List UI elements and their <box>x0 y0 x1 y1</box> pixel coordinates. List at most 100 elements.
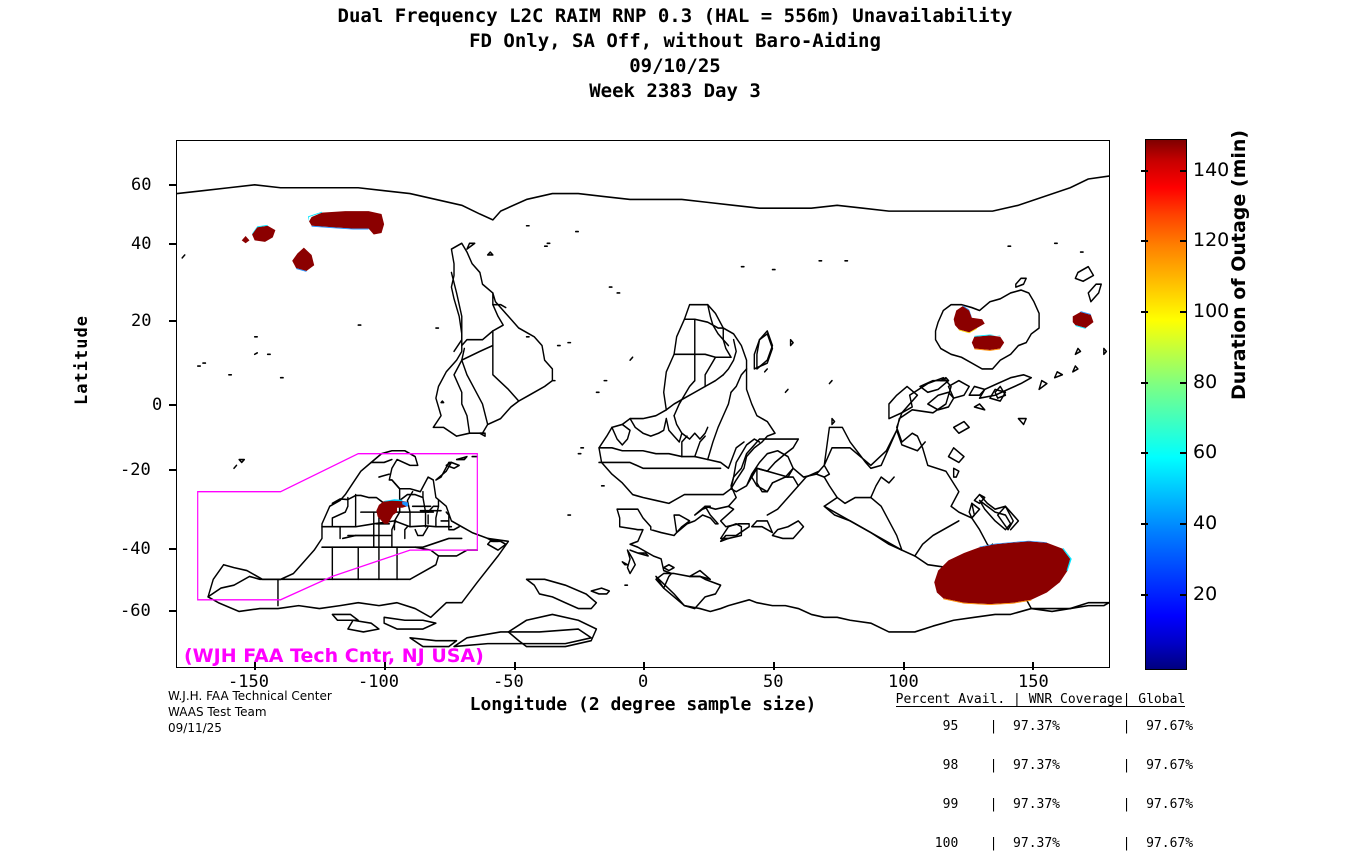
outage-edge-australia-north-top <box>974 348 1001 351</box>
stats-table: Percent Avail. | WNR Coverage| Global 95… <box>880 680 1193 863</box>
x-tick-150 <box>1032 662 1034 670</box>
x-tick-label-m150: -150 <box>228 672 269 692</box>
x-tick-label-150: 150 <box>1018 672 1049 692</box>
colorbar-tick-40 <box>1141 523 1148 525</box>
x-tick-label-m100: -100 <box>358 672 399 692</box>
y-tick-m20 <box>169 469 177 471</box>
outage-edge-so-left <box>307 211 322 222</box>
y-tick-label-60: 60 <box>131 175 152 195</box>
title-line-4: Week 2383 Day 3 <box>589 80 761 102</box>
credits-line-1: W.J.H. FAA Technical Center <box>168 689 332 703</box>
colorbar-tick-inner-140 <box>1180 170 1187 172</box>
title-line-1: Dual Frequency L2C RAIM RNP 0.3 (HAL = 5… <box>337 5 1013 27</box>
y-tick-label-m60: -60 <box>120 601 151 621</box>
outage-edge-central-us <box>402 501 409 507</box>
outage-edge-siberia-right <box>1062 548 1072 572</box>
y-tick-m40 <box>169 548 177 550</box>
outage-edge2-central-us <box>384 499 403 502</box>
colorbar-tick-inner-80 <box>1180 382 1187 384</box>
x-tick-label-m50: -50 <box>493 672 524 692</box>
outage-edge-nz-top <box>1075 325 1086 329</box>
colorbar-tick-120 <box>1141 240 1148 242</box>
colorbar-tick-60 <box>1141 452 1148 454</box>
service-volume-polygon <box>197 453 478 601</box>
outage-edge-australia-north-bot <box>974 334 1001 337</box>
outage-edge-nz-bot <box>1080 311 1091 315</box>
y-tick-20 <box>169 320 177 322</box>
outage-region-s-pacific-b <box>252 225 276 242</box>
map-svg <box>177 175 1109 648</box>
colorbar <box>1145 139 1187 670</box>
colorbar-label-40: 40 <box>1193 512 1218 534</box>
stats-row-2: 99 | 97.37% | 97.67% <box>880 797 1194 812</box>
outage-edge-spb <box>252 224 268 235</box>
y-tick-label-0: 0 <box>152 395 163 415</box>
colorbar-tick-inner-120 <box>1180 240 1187 242</box>
x-tick-100 <box>903 662 905 670</box>
y-tick-label-m20: -20 <box>120 460 151 480</box>
outage-region-southern-ocean <box>309 211 385 235</box>
coastlines-layer <box>177 175 1109 648</box>
outage-region-s-pacific-a <box>292 247 315 272</box>
credits-line-3: 09/11/25 <box>168 721 222 735</box>
colorbar-tick-inner-40 <box>1180 523 1187 525</box>
colorbar-tick-inner-20 <box>1180 594 1187 596</box>
x-tick-m50 <box>514 662 516 670</box>
outage-region-central-us <box>376 500 408 524</box>
colorbar-tick-80 <box>1141 382 1148 384</box>
stats-row-3: 100 | 97.37% | 97.67% <box>880 836 1194 851</box>
colorbar-label-80: 80 <box>1193 371 1218 393</box>
colorbar-tick-inner-100 <box>1180 311 1187 313</box>
x-tick-m150 <box>254 662 256 670</box>
x-tick-label-100: 100 <box>888 672 919 692</box>
colorbar-tick-140 <box>1141 170 1148 172</box>
stats-row: 100 | 97.37% | 97.67% <box>880 837 1193 850</box>
y-tick-0 <box>169 404 177 406</box>
outage-region-siberia <box>934 541 1071 605</box>
colorbar-title: Duration of Outage (min) <box>1228 129 1250 400</box>
colorbar-label-100: 100 <box>1193 300 1230 322</box>
outage-region-australia-north <box>971 335 1005 350</box>
service-volume-boundary-layer <box>197 453 478 601</box>
outage-edge-spa <box>296 268 307 272</box>
stats-row-0: 95 | 97.37% | 97.67% <box>880 719 1194 734</box>
title-line-3: 09/10/25 <box>629 55 721 77</box>
outage-edge-australia-south-top <box>958 328 977 334</box>
outage-region-s-pacific-c <box>241 235 250 244</box>
colorbar-label-120: 120 <box>1193 229 1230 251</box>
world-map-plot <box>176 140 1110 668</box>
colorbar-label-20: 20 <box>1193 583 1218 605</box>
colorbar-tick-100 <box>1141 311 1148 313</box>
credits-line-2: WAAS Test Team <box>168 705 267 719</box>
outage-regions-layer <box>241 211 1094 606</box>
x-tick-label-0: 0 <box>638 672 649 692</box>
colorbar-label-60: 60 <box>1193 441 1218 463</box>
y-tick-label-40: 40 <box>131 234 152 254</box>
x-tick-m100 <box>384 662 386 670</box>
colorbar-label-140: 140 <box>1193 159 1230 181</box>
colorbar-tick-20 <box>1141 594 1148 596</box>
outage-edge-australia-south-bot <box>962 305 972 318</box>
stats-row: 99 | 97.37% | 97.67% <box>880 798 1193 811</box>
y-tick-40 <box>169 243 177 245</box>
chart-title-block: Dual Frequency L2C RAIM RNP 0.3 (HAL = 5… <box>0 4 1350 104</box>
watermark-text: (WJH FAA Tech Cntr, NJ USA) <box>184 645 484 667</box>
stats-header: Percent Avail. | WNR Coverage| Global <box>895 692 1186 707</box>
x-tick-50 <box>773 662 775 670</box>
y-tick-m60 <box>169 610 177 612</box>
credits-block: W.J.H. FAA Technical Center WAAS Test Te… <box>168 688 332 736</box>
y-tick-label-20: 20 <box>131 311 152 331</box>
x-tick-0 <box>643 662 645 670</box>
x-axis-label: Longitude (2 degree sample size) <box>469 694 817 715</box>
stats-row: 95 | 97.37% | 97.67% <box>880 720 1193 733</box>
outage-region-australia-south <box>953 306 985 333</box>
y-tick-60 <box>169 184 177 186</box>
x-tick-label-50: 50 <box>763 672 784 692</box>
outage-region-new-zealand <box>1072 311 1094 329</box>
y-axis-label: Latitude <box>72 315 92 405</box>
outage-edge-so-top <box>311 225 369 230</box>
stats-row-1: 98 | 97.37% | 97.67% <box>880 758 1194 773</box>
outage-edge-siberia-bot <box>979 540 1047 548</box>
colorbar-tick-inner-60 <box>1180 452 1187 454</box>
outage-edge-siberia-top <box>943 598 1032 606</box>
